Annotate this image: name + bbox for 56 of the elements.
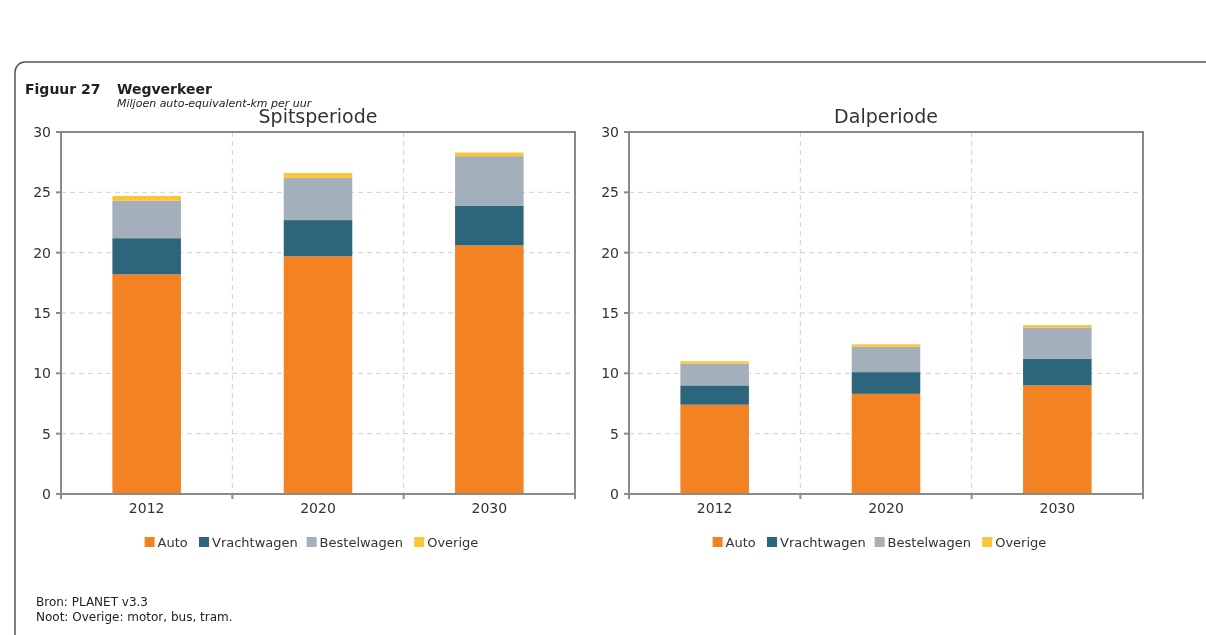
bar	[851, 344, 921, 347]
chart-title: Dalperiode	[834, 105, 938, 127]
x-tick-label: 2020	[868, 500, 904, 516]
bar	[851, 346, 921, 373]
y-tick-label: 25	[33, 184, 51, 201]
bar	[1023, 358, 1092, 386]
y-tick-label: 15	[33, 304, 51, 321]
y-tick-label: 20	[601, 244, 619, 261]
x-tick-label: 2012	[696, 500, 733, 516]
text: Wegverkeer	[117, 81, 212, 97]
legend-label: Overige	[427, 534, 479, 550]
legend-label: Bestelwagen	[887, 534, 972, 550]
y-tick-label: 15	[601, 304, 619, 321]
legend-label: Vrachtwagen	[780, 534, 866, 550]
legend-label: Vrachtwagen	[212, 534, 298, 550]
x-tick-label: 2030	[471, 500, 508, 516]
x-tick-label: 2030	[1039, 500, 1076, 516]
y-tick-label: 5	[42, 425, 51, 442]
bar	[455, 205, 524, 246]
bar	[680, 363, 749, 386]
text: Bron: PLANET v3.3	[36, 595, 149, 609]
bar	[680, 404, 749, 494]
bar	[112, 238, 181, 275]
bar	[1023, 385, 1092, 494]
bar	[283, 256, 353, 494]
y-tick-label: 10	[601, 365, 619, 382]
bar	[851, 372, 921, 394]
y-tick-label: 30	[601, 123, 619, 140]
bar	[283, 173, 353, 178]
y-tick-label: 10	[33, 365, 51, 382]
legend-label: Auto	[725, 534, 756, 550]
text: Figuur 27	[25, 81, 101, 97]
y-tick-label: 25	[601, 184, 619, 201]
bar	[851, 393, 921, 494]
bar	[680, 385, 749, 405]
x-tick-label: 2020	[300, 500, 336, 516]
bar	[283, 177, 353, 221]
bar	[112, 200, 181, 239]
bar	[680, 361, 749, 364]
bar	[112, 274, 181, 494]
bar	[112, 195, 181, 201]
legend-label: Bestelwagen	[319, 534, 404, 550]
y-tick-label: 0	[610, 485, 619, 502]
x-tick-label: 2012	[128, 500, 165, 516]
text: Miljoen auto-equivalent-km per uur	[117, 97, 313, 110]
y-tick-label: 0	[42, 485, 51, 502]
y-tick-label: 20	[33, 244, 51, 261]
text: Noot: Overige: motor, bus, tram.	[36, 610, 233, 624]
y-tick-label: 30	[33, 123, 51, 140]
bar	[455, 245, 524, 494]
legend-label: Auto	[157, 534, 188, 550]
bar	[455, 156, 524, 206]
bar	[1023, 327, 1092, 359]
bar	[283, 220, 353, 257]
y-tick-label: 5	[610, 425, 619, 442]
legend-label: Overige	[995, 534, 1047, 550]
